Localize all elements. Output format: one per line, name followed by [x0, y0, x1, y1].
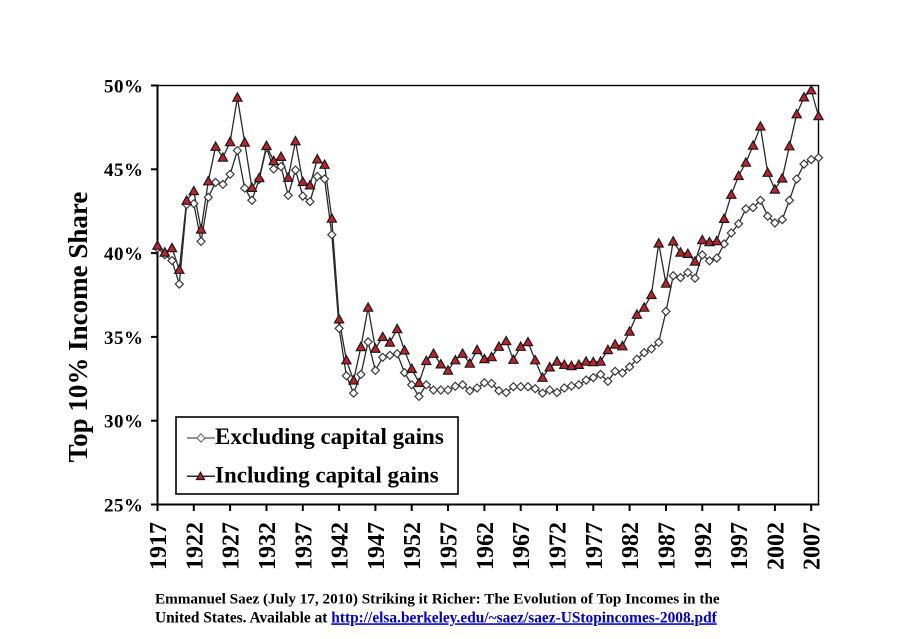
- svg-text:1932: 1932: [255, 522, 281, 570]
- svg-text:1942: 1942: [328, 522, 354, 570]
- svg-text:1937: 1937: [291, 522, 317, 570]
- svg-text:Top 10% Income Share: Top 10% Income Share: [63, 192, 93, 463]
- svg-text:1917: 1917: [146, 522, 172, 570]
- svg-text:1982: 1982: [618, 522, 644, 570]
- svg-text:Including capital gains: Including capital gains: [215, 463, 439, 488]
- svg-text:45%: 45%: [104, 160, 144, 181]
- svg-text:1922: 1922: [182, 522, 208, 570]
- svg-text:1977: 1977: [582, 522, 608, 570]
- svg-text:1967: 1967: [509, 522, 535, 570]
- svg-text:1927: 1927: [219, 522, 245, 570]
- svg-text:Emmanuel Saez (July 17, 2010): Emmanuel Saez (July 17, 2010) Striking i…: [155, 591, 720, 608]
- svg-text:1947: 1947: [364, 522, 390, 570]
- svg-text:1972: 1972: [546, 522, 572, 570]
- svg-text:1962: 1962: [473, 522, 499, 570]
- svg-text:30%: 30%: [104, 412, 144, 433]
- svg-text:1957: 1957: [437, 522, 463, 570]
- svg-text:25%: 25%: [104, 495, 144, 516]
- svg-text:Excluding capital gains: Excluding capital gains: [215, 424, 444, 449]
- svg-text:1992: 1992: [691, 522, 717, 570]
- svg-text:2007: 2007: [800, 522, 826, 570]
- svg-text:1952: 1952: [400, 522, 426, 570]
- svg-text:United States. Available at ht: United States. Available at http://elsa.…: [155, 609, 718, 626]
- svg-text:1987: 1987: [655, 522, 681, 570]
- svg-text:35%: 35%: [104, 328, 144, 349]
- svg-text:50%: 50%: [104, 76, 144, 97]
- svg-text:2002: 2002: [763, 522, 789, 570]
- svg-text:40%: 40%: [104, 244, 144, 265]
- svg-text:1997: 1997: [727, 522, 753, 570]
